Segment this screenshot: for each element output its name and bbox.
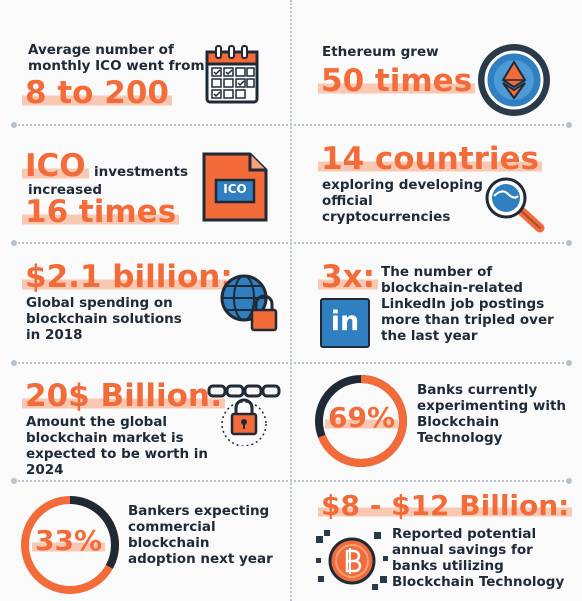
divider-dot bbox=[11, 122, 17, 128]
chain-lock-icon bbox=[207, 384, 281, 446]
divider-dot bbox=[566, 240, 572, 246]
spending-text: Global spending on blockchain solutions … bbox=[26, 295, 182, 343]
bankers-progress-ring bbox=[21, 496, 119, 594]
divider-dot bbox=[566, 478, 572, 484]
ico-document-icon bbox=[202, 152, 268, 222]
calendar-icon bbox=[205, 45, 259, 104]
ico-investments-highlight-b: 16 times bbox=[22, 197, 180, 228]
spending-highlight: $2.1 billion: bbox=[22, 262, 236, 293]
ico-monthly-highlight: 8 to 200 bbox=[22, 78, 172, 109]
banks-progress-ring bbox=[315, 375, 407, 467]
ethereum-highlight: 50 times bbox=[318, 66, 476, 97]
ico-investments-text-b: increased bbox=[28, 182, 103, 198]
savings-highlight: $8 - $12 Billion: bbox=[318, 492, 573, 520]
magnifier-globe-icon bbox=[485, 177, 545, 233]
banks-text: Banks currently experimenting with Block… bbox=[417, 382, 567, 446]
row-divider bbox=[14, 124, 568, 126]
savings-text: Reported potential annual savings for ba… bbox=[392, 526, 565, 590]
linkedin-logo-icon: in bbox=[320, 298, 370, 348]
banks-percent: 69% bbox=[325, 404, 399, 432]
ico-investments-highlight-a: ICO bbox=[22, 151, 89, 182]
divider-dot bbox=[11, 478, 17, 484]
countries-text: exploring developing official cryptocurr… bbox=[322, 177, 483, 225]
column-divider bbox=[290, 0, 292, 601]
linkedin-text: The number of blockchain-related LinkedI… bbox=[381, 264, 554, 344]
linkedin-highlight: 3x: bbox=[318, 262, 378, 293]
divider-dot bbox=[566, 122, 572, 128]
divider-dot bbox=[11, 240, 17, 246]
globe-lock-icon bbox=[220, 274, 278, 332]
bankers-percent: 33% bbox=[32, 527, 106, 555]
ethereum-coin-icon bbox=[478, 44, 550, 116]
row-divider bbox=[14, 242, 568, 244]
row-divider bbox=[14, 480, 568, 482]
divider-dot bbox=[566, 360, 572, 366]
market-text: Amount the global blockchain market is e… bbox=[26, 414, 209, 478]
banks-progress-arc bbox=[315, 375, 407, 467]
ico-monthly-text: Average number of monthly ICO went from bbox=[28, 42, 205, 74]
divider-dot bbox=[11, 360, 17, 366]
market-highlight: 20$ Billion: bbox=[22, 381, 226, 412]
row-divider bbox=[14, 362, 568, 364]
ico-badge: ICO bbox=[223, 182, 247, 196]
bitcoin-network-icon bbox=[316, 530, 388, 590]
ethereum-text: Ethereum grew bbox=[322, 44, 439, 60]
ico-investments-text-a: investments bbox=[94, 164, 189, 180]
bankers-progress-arc bbox=[21, 496, 119, 594]
bankers-text: Bankers expecting commercial blockchain … bbox=[128, 503, 273, 567]
countries-highlight: 14 countries bbox=[318, 144, 542, 175]
linkedin-logo-text: in bbox=[330, 306, 360, 337]
